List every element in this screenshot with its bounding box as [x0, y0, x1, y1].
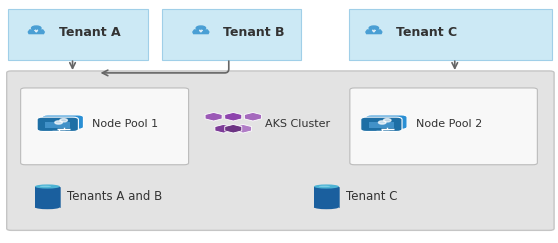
- FancyBboxPatch shape: [349, 9, 552, 60]
- Polygon shape: [234, 124, 252, 133]
- Text: Node Pool 1: Node Pool 1: [92, 119, 158, 129]
- Text: Tenant C: Tenant C: [396, 26, 458, 39]
- FancyBboxPatch shape: [366, 115, 407, 129]
- Ellipse shape: [35, 184, 60, 189]
- Polygon shape: [366, 30, 382, 34]
- Text: Tenants A and B: Tenants A and B: [67, 190, 162, 203]
- Circle shape: [369, 26, 378, 30]
- FancyBboxPatch shape: [21, 88, 189, 165]
- FancyBboxPatch shape: [350, 88, 537, 165]
- FancyBboxPatch shape: [374, 120, 399, 125]
- Ellipse shape: [314, 184, 339, 189]
- Circle shape: [383, 119, 391, 122]
- Polygon shape: [205, 113, 222, 121]
- FancyBboxPatch shape: [8, 9, 148, 60]
- Polygon shape: [372, 30, 376, 32]
- Circle shape: [196, 26, 205, 30]
- FancyBboxPatch shape: [7, 71, 554, 230]
- Polygon shape: [215, 124, 232, 133]
- Ellipse shape: [35, 205, 60, 209]
- Ellipse shape: [314, 205, 339, 209]
- Circle shape: [55, 121, 62, 124]
- FancyBboxPatch shape: [35, 187, 60, 207]
- Polygon shape: [225, 124, 242, 133]
- Polygon shape: [199, 30, 203, 32]
- FancyBboxPatch shape: [361, 117, 402, 131]
- FancyBboxPatch shape: [369, 122, 394, 128]
- Polygon shape: [28, 30, 44, 34]
- Circle shape: [32, 26, 41, 30]
- Polygon shape: [244, 113, 261, 121]
- Text: Tenant A: Tenant A: [59, 26, 120, 39]
- Text: Tenant C: Tenant C: [346, 190, 397, 203]
- Circle shape: [60, 119, 68, 122]
- FancyBboxPatch shape: [37, 117, 78, 131]
- Polygon shape: [193, 30, 209, 34]
- FancyBboxPatch shape: [314, 187, 339, 207]
- Text: AKS Cluster: AKS Cluster: [265, 119, 330, 129]
- Ellipse shape: [40, 186, 51, 187]
- Polygon shape: [225, 113, 242, 121]
- FancyBboxPatch shape: [45, 122, 70, 128]
- Text: Node Pool 2: Node Pool 2: [416, 119, 482, 129]
- FancyBboxPatch shape: [50, 120, 75, 125]
- FancyBboxPatch shape: [42, 115, 84, 129]
- FancyBboxPatch shape: [162, 9, 301, 60]
- Circle shape: [378, 121, 386, 124]
- Polygon shape: [35, 30, 38, 32]
- Text: Tenant B: Tenant B: [223, 26, 285, 39]
- Ellipse shape: [319, 186, 330, 187]
